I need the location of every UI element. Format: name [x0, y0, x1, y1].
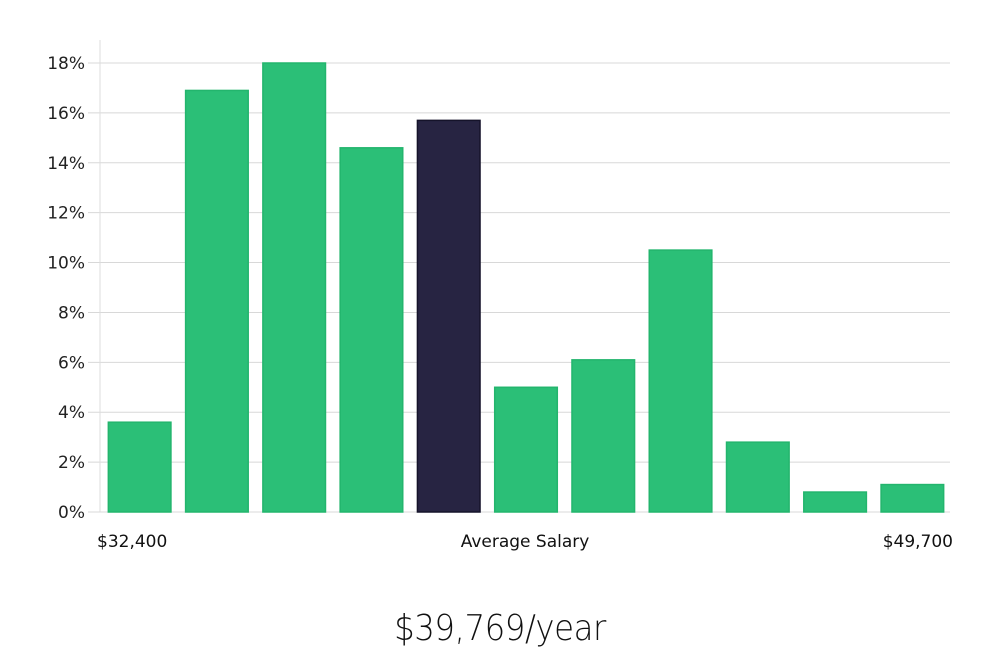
bar [648, 249, 713, 513]
bar [262, 62, 327, 513]
bar [880, 483, 945, 513]
salary-histogram: 0% 2% 4% 6% 8% 10% 12% 14% 16% 18% $32,400 Averag… [47, 40, 953, 552]
y-tick-label: 4% [58, 403, 85, 423]
bar [725, 441, 790, 513]
average-salary-value: $39,769/year [394, 608, 606, 649]
bar [339, 147, 404, 513]
y-axis-ticks: 0% 2% 4% 6% 8% 10% 12% 14% 16% 18% [47, 54, 85, 523]
bar-average-salary [416, 119, 481, 513]
bar [107, 421, 172, 513]
y-tick-label: 2% [58, 453, 85, 473]
y-tick-label: 18% [47, 54, 85, 74]
x-max-label: $49,700 [883, 532, 953, 552]
bars [107, 62, 945, 513]
y-tick-label: 12% [47, 204, 85, 224]
y-tick-label: 16% [47, 104, 85, 124]
y-tick-label: 0% [58, 503, 85, 523]
y-tick-label: 14% [47, 154, 85, 174]
x-min-label: $32,400 [97, 532, 167, 552]
x-axis-label: Average Salary [461, 532, 590, 552]
bar [803, 491, 868, 513]
y-tick-label: 6% [58, 353, 85, 373]
bar [571, 359, 636, 513]
y-tick-label: 8% [58, 303, 85, 323]
bar [493, 386, 559, 513]
y-tick-label: 10% [47, 254, 85, 274]
bar [184, 89, 249, 513]
